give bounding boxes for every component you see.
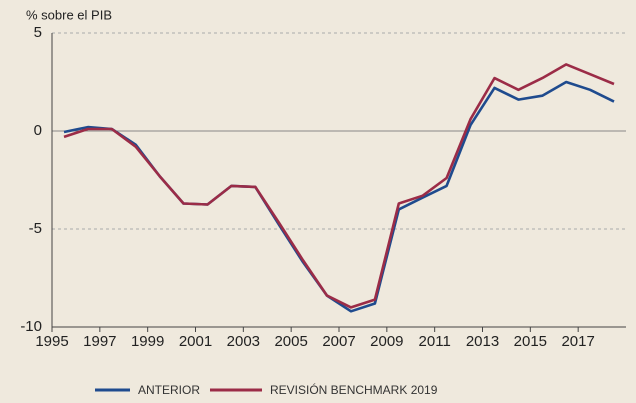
y-tick-label: 5 [34,24,42,41]
y-tick-label: 0 [34,122,42,139]
x-tick-label: 2001 [179,333,212,350]
legend-label: ANTERIOR [138,383,200,397]
line-series [63,63,615,309]
x-tick-label: 2011 [419,333,451,350]
legend-label: REVISIÓN BENCHMARK 2019 [270,382,438,397]
x-tick-label: 1995 [35,333,68,350]
x-tick-label: 1997 [83,333,116,350]
y-tick-label: -5 [29,220,42,237]
x-tick-label: 2005 [274,333,307,350]
x-tick-label: 2007 [322,333,355,350]
y-tick-label: -10 [20,318,42,335]
x-tick-label: 2013 [466,333,499,350]
y-axis-title: % sobre el PIB [26,7,112,22]
x-tick-label: 2009 [370,333,403,350]
line-series [63,80,615,313]
x-tick-label: 2017 [561,333,594,350]
x-tick-label: 2015 [514,333,547,350]
x-tick-label: 1999 [131,333,164,350]
x-tick-label: 2003 [227,333,260,350]
